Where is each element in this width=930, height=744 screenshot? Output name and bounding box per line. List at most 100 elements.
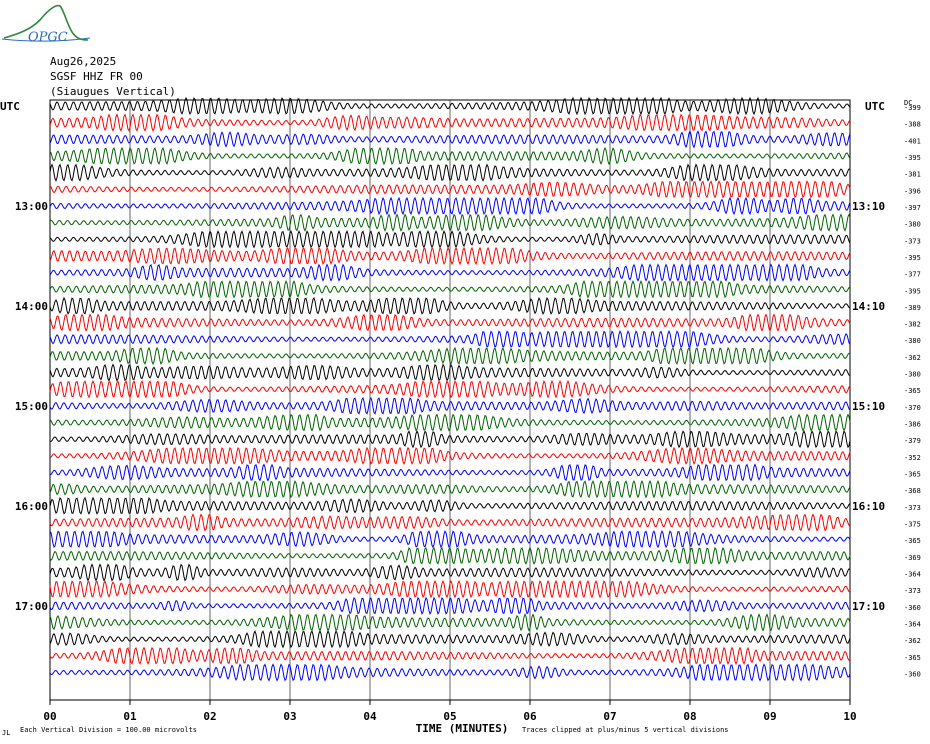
dc-value: -386 [904, 421, 921, 429]
dc-value: -399 [904, 104, 921, 112]
x-tick-label: 08 [683, 710, 696, 723]
corner-mark: JL [2, 729, 10, 737]
header-location: (Siaugues Vertical) [50, 85, 176, 98]
seismic-trace-row-16 [49, 346, 851, 366]
dc-value: -375 [904, 521, 921, 529]
seismic-trace-row-8 [49, 213, 851, 232]
dc-value: -360 [904, 604, 921, 612]
seismic-trace-row-18 [49, 379, 851, 399]
seismic-trace-row-22 [49, 446, 851, 466]
hour-labels-left: 13:00 14:00 15:00 16:00 17:00 [15, 200, 48, 613]
x-tick-label: 09 [763, 710, 776, 723]
dc-value: -395 [904, 254, 921, 262]
dc-value: -379 [904, 437, 921, 445]
seismic-trace-row-23 [49, 463, 851, 482]
dc-value: -388 [904, 121, 921, 129]
dc-value: -395 [904, 287, 921, 295]
seismic-trace-row-28 [49, 546, 851, 565]
x-axis-title: TIME (MINUTES) [416, 722, 509, 735]
hour-label-right: 17:10 [852, 600, 885, 613]
seismic-trace-row-27 [49, 529, 851, 549]
seismic-trace-row-29 [49, 563, 851, 582]
hour-label-right: 13:10 [852, 200, 885, 213]
dc-value: -381 [904, 171, 921, 179]
dc-value: -352 [904, 454, 921, 462]
dc-value: -395 [904, 154, 921, 162]
x-tick-label: 10 [843, 710, 856, 723]
opgc-logo: OPGC [1, 4, 91, 45]
seismic-trace-row-15 [49, 330, 851, 349]
logo-mountain-icon [3, 4, 89, 41]
dc-value: -362 [904, 354, 921, 362]
hour-label-left: 13:00 [15, 200, 48, 213]
hour-label-left: 16:00 [15, 500, 48, 513]
x-tick-label: 02 [203, 710, 216, 723]
seismic-trace-row-9 [49, 229, 851, 249]
dc-value: -373 [904, 504, 921, 512]
seismic-trace-row-34 [49, 646, 851, 666]
dc-value: -364 [904, 570, 921, 578]
x-tick-label: 03 [283, 710, 296, 723]
seismic-trace-row-21 [49, 430, 851, 449]
seismic-trace-row-33 [49, 629, 851, 649]
seismic-trace-row-30 [49, 579, 851, 599]
seismic-trace-row-2 [49, 113, 851, 132]
seismic-trace-row-6 [49, 180, 851, 199]
seismic-trace-row-10 [49, 246, 851, 266]
seismic-trace-row-4 [49, 146, 851, 166]
dc-value: -380 [904, 337, 921, 345]
dc-value: -377 [904, 271, 921, 279]
dc-value: -373 [904, 237, 921, 245]
dc-value: -365 [904, 387, 921, 395]
seismic-trace-row-12 [49, 279, 851, 299]
utc-label-right: UTC [865, 100, 885, 113]
dc-value: -365 [904, 471, 921, 479]
hour-label-right: 16:10 [852, 500, 885, 513]
hour-labels-right: 13:10 14:10 15:10 16:10 17:10 [852, 200, 885, 613]
seismic-trace-row-14 [49, 313, 851, 332]
dc-value: -368 [904, 487, 921, 495]
seismic-trace-row-3 [49, 130, 851, 149]
logo-text: OPGC [28, 30, 68, 45]
dc-value: -373 [904, 587, 921, 595]
seismic-trace-row-35 [49, 663, 851, 682]
seismic-trace-row-17 [49, 363, 851, 382]
hour-label-left: 15:00 [15, 400, 48, 413]
dc-value: -365 [904, 654, 921, 662]
header-date: Aug26,2025 [50, 55, 116, 68]
dc-value: -369 [904, 554, 921, 562]
dc-label: DC [904, 99, 912, 107]
seismic-traces [49, 96, 851, 682]
seismic-trace-row-25 [49, 496, 851, 516]
dc-value: -360 [904, 670, 921, 678]
seismic-trace-row-20 [49, 413, 851, 432]
seismic-trace-row-11 [49, 263, 851, 282]
dc-value: -362 [904, 637, 921, 645]
dc-value: -370 [904, 404, 921, 412]
logo-swoosh-icon [1, 37, 91, 42]
seismic-trace-row-31 [49, 596, 851, 615]
dc-value: -397 [904, 204, 921, 212]
seismic-trace-row-26 [49, 513, 851, 532]
x-tick-label: 01 [123, 710, 137, 723]
seismic-trace-row-32 [49, 613, 851, 632]
x-tick-label: 04 [363, 710, 377, 723]
seismic-trace-row-24 [49, 479, 851, 499]
x-tick-label: 06 [523, 710, 537, 723]
dc-value: -396 [904, 187, 921, 195]
x-axis-ticks: 00 01 02 03 04 05 06 07 08 09 10 [43, 700, 857, 723]
header-station: SGSF HHZ FR 00 [50, 70, 143, 83]
dc-value: -380 [904, 221, 921, 229]
hour-label-right: 14:10 [852, 300, 885, 313]
seismic-trace-row-5 [49, 163, 851, 182]
footnote-vertical-division: Each Vertical Division = 100.00 microvol… [20, 726, 197, 734]
footnote-clipping: Traces clipped at plus/minus 5 vertical … [522, 726, 729, 734]
dc-offset-values: -399 -388 -401 -395 -381 -396 -397 -380 -373 -395… [904, 104, 921, 678]
dc-value: -365 [904, 537, 921, 545]
seismic-trace-row-19 [49, 396, 851, 415]
dc-value: -382 [904, 321, 921, 329]
dc-value: -364 [904, 620, 921, 628]
dc-value: -380 [904, 371, 921, 379]
hour-label-left: 14:00 [15, 300, 48, 313]
